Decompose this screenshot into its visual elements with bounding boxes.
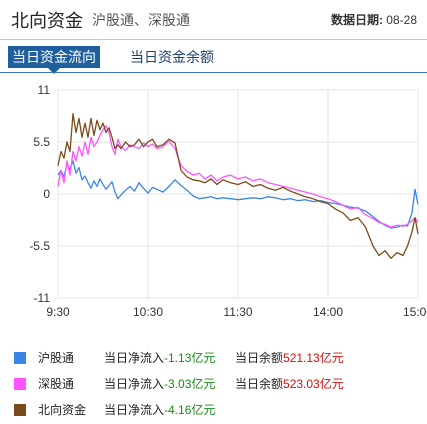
page-title: 北向资金 <box>11 11 83 31</box>
legend-name: 沪股通 <box>38 351 75 365</box>
page-subtitle: 沪股通、深股通 <box>92 12 190 28</box>
legend-balance: 当日余额523.03亿元 <box>235 377 344 391</box>
y-tick-label: -11 <box>34 291 51 305</box>
legend-row-hgt: 沪股通 当日净流入-1.13亿元 当日余额521.13亿元 <box>0 348 427 368</box>
legend-flow: 当日净流入-4.16亿元 <box>104 403 216 417</box>
x-tick-label: 11:30 <box>223 305 252 319</box>
legend-flow: 当日净流入-1.13亿元 <box>104 351 216 365</box>
y-tick-label: 11 <box>38 83 51 97</box>
tab-divider <box>0 72 427 73</box>
y-tick-label: -5.5 <box>29 239 50 253</box>
x-tick-label: 14:00 <box>313 305 343 319</box>
legend-row-north: 北向资金 当日净流入-4.16亿元 <box>0 400 427 420</box>
legend-swatch-north <box>14 404 26 416</box>
legend-swatch-sgt <box>14 378 26 390</box>
tab-daily-flow[interactable]: 当日资金流向 <box>8 46 100 74</box>
data-date-label: 数据日期: <box>330 13 383 27</box>
legend-row-sgt: 深股通 当日净流入-3.03亿元 当日余额523.03亿元 <box>0 374 427 394</box>
header-divider <box>0 39 427 40</box>
x-tick-label: 9:30 <box>46 305 70 319</box>
tab-daily-balance[interactable]: 当日资金余额 <box>130 49 214 65</box>
series-line-sgt <box>57 125 419 228</box>
y-tick-label: 5.5 <box>33 135 50 149</box>
legend-name: 深股通 <box>38 377 75 391</box>
legend-swatch-hgt <box>14 352 26 364</box>
header: 北向资金 沪股通、深股通 数据日期: 08-28 <box>0 0 427 38</box>
legend-balance: 当日余额521.13亿元 <box>235 351 344 365</box>
x-tick-label: 15:00 <box>403 305 427 319</box>
legend-flow: 当日净流入-3.03亿元 <box>104 377 216 391</box>
flow-chart: 11 5.5 0 -5.5 -119:30 10:30 11:30 14:00 15:00 <box>29 83 427 319</box>
series-line-north <box>57 112 419 259</box>
legend-name: 北向资金 <box>38 403 87 417</box>
data-date-value: 08-28 <box>386 13 417 27</box>
data-date: 数据日期: 08-28 <box>331 11 417 28</box>
x-tick-label: 10:30 <box>133 305 163 319</box>
y-tick-label: 0 <box>43 187 50 201</box>
